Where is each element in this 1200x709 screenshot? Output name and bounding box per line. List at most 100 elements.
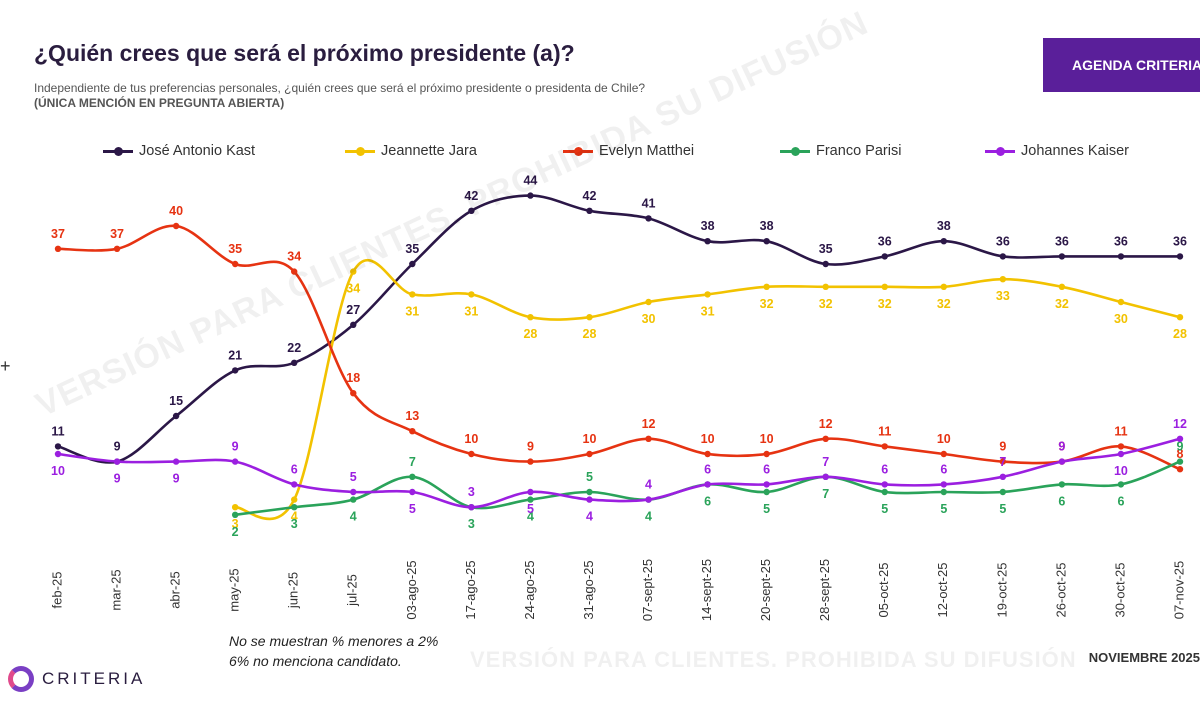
point-jeannette-jara-24-ago-25 [527,314,534,321]
point-jose-antonio-kast-07-nov-25 [1176,253,1184,260]
data-label-jose-antonio-kast-14-sept-25: 38 [701,219,715,233]
point-evelyn-matthei-24-ago-25 [527,458,534,465]
data-label-evelyn-matthei-26-oct-25: 9 [1058,440,1065,454]
data-label-jose-antonio-kast-31-ago-25: 42 [583,189,597,203]
x-tick-label-may-25: may-25 [227,568,242,611]
point-jose-antonio-kast-19-oct-25 [999,253,1007,260]
plus-icon: + [0,356,11,376]
data-label-jeannette-jara-jun-25: 4 [291,510,298,524]
point-jose-antonio-kast-26-oct-25 [1058,253,1066,260]
x-tick-label-03-ago-25: 03-ago-25 [404,560,419,619]
point-jose-antonio-kast-may-25 [231,367,239,374]
point-evelyn-matthei-07-nov-25 [1176,466,1184,473]
point-jeannette-jara-28-sept-25 [822,283,829,290]
data-label-jeannette-jara-may-25: 3 [232,517,239,531]
point-johannes-kaiser-07-nov-25 [1176,435,1184,442]
series-line-evelyn-matthei [56,224,1182,471]
data-label-johannes-kaiser-12-oct-25: 6 [940,462,947,476]
data-label-johannes-kaiser-mar-25: 9 [114,472,121,486]
data-label-jose-antonio-kast-24-ago-25: 44 [523,174,537,188]
x-tick-label-jun-25: jun-25 [286,572,301,609]
point-johannes-kaiser-abr-25 [172,458,180,465]
point-johannes-kaiser-19-oct-25 [999,473,1007,480]
chart-title: ¿Quién crees que será el próximo preside… [34,40,575,66]
point-jeannette-jara-jun-25 [291,496,298,503]
footnote-min-percent: No se muestran % menores a 2% [229,633,439,649]
x-tick-label-17-ago-25: 17-ago-25 [463,560,478,619]
data-label-jeannette-jara-07-sept-25: 30 [642,312,656,326]
point-franco-parisi-05-oct-25 [881,488,888,496]
point-franco-parisi-26-oct-25 [1058,481,1066,488]
data-label-johannes-kaiser-abr-25: 9 [173,472,180,486]
footnote-no-candidate: 6% no menciona candidato. [229,653,402,669]
point-johannes-kaiser-31-ago-25 [586,496,593,503]
point-johannes-kaiser-mar-25 [113,458,121,465]
point-jeannette-jara-03-ago-25 [409,291,416,298]
data-label-franco-parisi-28-sept-25: 7 [822,487,829,501]
point-jose-antonio-kast-05-oct-25 [881,253,888,260]
point-evelyn-matthei-17-ago-25 [468,450,475,458]
point-franco-parisi-31-ago-25 [586,488,593,496]
chart-subtitle: Independiente de tus preferencias person… [34,81,645,111]
data-label-evelyn-matthei-14-sept-25: 10 [701,432,715,446]
x-tick-label-14-sept-25: 14-sept-25 [699,559,714,621]
point-jeannette-jara-07-nov-25 [1176,314,1184,321]
data-label-franco-parisi-30-oct-25: 6 [1117,494,1124,508]
point-johannes-kaiser-26-oct-25 [1058,458,1066,465]
legend-item-jose-antonio-kast: José Antonio Kast [103,141,255,161]
data-label-jose-antonio-kast-feb-25: 11 [51,424,64,438]
data-label-jose-antonio-kast-abr-25: 15 [169,394,183,408]
point-evelyn-matthei-19-oct-25 [999,458,1007,465]
data-label-johannes-kaiser-14-sept-25: 6 [704,462,711,476]
data-label-johannes-kaiser-jun-25: 6 [291,462,298,476]
point-evelyn-matthei-may-25 [231,260,239,268]
x-tick-label-feb-25: feb-25 [49,572,64,609]
point-jeannette-jara-20-sept-25 [763,283,770,290]
data-label-franco-parisi-may-25: 2 [232,525,239,539]
data-label-jose-antonio-kast-19-oct-25: 36 [996,234,1010,248]
point-evelyn-matthei-jul-25 [350,390,357,397]
data-label-evelyn-matthei-07-sept-25: 12 [642,417,656,431]
x-tick-label-20-sept-25: 20-sept-25 [758,559,773,621]
point-johannes-kaiser-24-ago-25 [527,488,534,496]
point-evelyn-matthei-31-ago-25 [586,450,593,458]
data-label-jose-antonio-kast-jul-25: 27 [346,303,360,317]
x-tick-label-07-nov-25: 07-nov-25 [1171,561,1186,620]
data-label-jeannette-jara-03-ago-25: 31 [405,304,419,318]
point-evelyn-matthei-12-oct-25 [940,450,947,458]
point-johannes-kaiser-14-sept-25 [704,481,711,488]
data-label-jose-antonio-kast-12-oct-25: 38 [937,219,951,233]
data-label-franco-parisi-03-ago-25: 7 [409,455,416,469]
legend-label-johannes-kaiser: Johannes Kaiser [1021,143,1130,159]
data-label-johannes-kaiser-30-oct-25: 10 [1114,464,1128,478]
point-franco-parisi-19-oct-25 [999,488,1007,496]
legend-item-jeannette-jara: Jeannette Jara [345,141,477,161]
legend-label-jeannette-jara: Jeannette Jara [381,143,477,159]
point-jose-antonio-kast-12-oct-25 [940,238,947,245]
data-label-jeannette-jara-07-nov-25: 28 [1173,327,1187,341]
legend-item-franco-parisi: Franco Parisi [780,141,901,161]
data-label-johannes-kaiser-17-ago-25: 3 [468,485,475,499]
point-johannes-kaiser-28-sept-25 [822,473,829,480]
legend-label-franco-parisi: Franco Parisi [816,143,902,159]
data-label-johannes-kaiser-26-oct-25: 9 [1058,440,1065,454]
data-label-evelyn-matthei-12-oct-25: 10 [937,432,951,446]
chart-legend: José Antonio Kast Jeannette Jara Evelyn Ma… [0,141,1200,161]
point-franco-parisi-jul-25 [350,496,357,503]
data-label-jose-antonio-kast-17-ago-25: 42 [464,189,478,203]
data-label-evelyn-matthei-20-sept-25: 10 [760,432,774,446]
data-label-jose-antonio-kast-30-oct-25: 36 [1114,234,1128,248]
point-franco-parisi-20-sept-25 [763,488,770,496]
data-label-jeannette-jara-31-ago-25: 28 [583,327,597,341]
data-label-franco-parisi-jul-25: 4 [350,510,357,524]
point-jeannette-jara-17-ago-25 [468,291,475,298]
data-label-jeannette-jara-30-oct-25: 30 [1114,312,1128,326]
legend-swatch-evelyn-matthei [563,146,593,156]
point-jose-antonio-kast-feb-25 [54,443,62,450]
point-johannes-kaiser-jun-25 [291,481,298,488]
data-label-johannes-kaiser-jul-25: 5 [350,470,357,484]
data-label-evelyn-matthei-28-sept-25: 12 [819,417,833,431]
x-tick-label-28-sept-25: 28-sept-25 [817,559,832,621]
point-jeannette-jara-31-ago-25 [586,314,593,321]
